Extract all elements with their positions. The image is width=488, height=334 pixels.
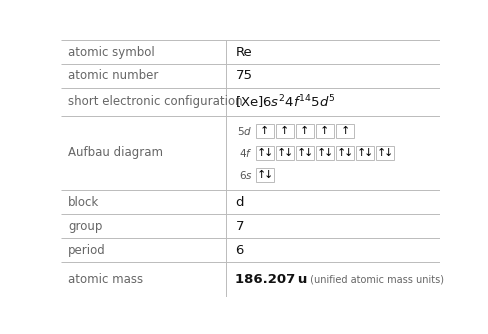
- Text: ↑: ↑: [336, 148, 346, 158]
- Bar: [315, 146, 333, 160]
- Text: ↑: ↑: [260, 126, 269, 136]
- Bar: [255, 146, 273, 160]
- Text: (unified atomic mass units): (unified atomic mass units): [307, 275, 444, 285]
- Text: ↓: ↓: [263, 148, 272, 158]
- Text: group: group: [68, 220, 102, 233]
- Text: 7: 7: [235, 220, 244, 233]
- Text: atomic mass: atomic mass: [68, 273, 143, 286]
- Text: ↑: ↑: [340, 126, 349, 136]
- Text: ↑: ↑: [280, 126, 289, 136]
- Text: $\mathit{4f}$: $\mathit{4f}$: [239, 147, 252, 159]
- Text: ↓: ↓: [363, 148, 372, 158]
- Text: $\mathit{5d}$: $\mathit{5d}$: [237, 125, 252, 137]
- Bar: [275, 125, 293, 138]
- Text: Re: Re: [235, 45, 252, 58]
- Text: ↑: ↑: [300, 126, 309, 136]
- Text: ↑: ↑: [356, 148, 366, 158]
- Bar: [355, 146, 373, 160]
- Bar: [335, 125, 353, 138]
- Text: $\mathregular{[Xe]6}s^{2}\mathregular{4}f^{14}\mathregular{5}d^{5}$: $\mathregular{[Xe]6}s^{2}\mathregular{4}…: [235, 93, 336, 111]
- Text: block: block: [68, 196, 99, 209]
- Text: 75: 75: [235, 69, 252, 82]
- Bar: [255, 125, 273, 138]
- Bar: [255, 168, 273, 182]
- Text: 186.207 u: 186.207 u: [235, 273, 307, 286]
- Text: d: d: [235, 196, 244, 209]
- Text: $\mathit{6s}$: $\mathit{6s}$: [238, 169, 252, 181]
- Text: ↑: ↑: [376, 148, 386, 158]
- Bar: [335, 146, 353, 160]
- Bar: [275, 146, 293, 160]
- Text: ↑: ↑: [256, 148, 265, 158]
- Text: ↓: ↓: [283, 148, 292, 158]
- Text: ↓: ↓: [323, 148, 332, 158]
- Bar: [375, 146, 393, 160]
- Text: atomic number: atomic number: [68, 69, 158, 82]
- Text: short electronic configuration: short electronic configuration: [68, 95, 242, 108]
- Text: ↓: ↓: [303, 148, 312, 158]
- Text: Aufbau diagram: Aufbau diagram: [68, 147, 163, 159]
- Bar: [315, 125, 333, 138]
- Bar: [295, 146, 313, 160]
- Text: atomic symbol: atomic symbol: [68, 45, 154, 58]
- Text: ↑: ↑: [256, 170, 265, 180]
- Text: ↑: ↑: [276, 148, 285, 158]
- Text: ↓: ↓: [263, 170, 272, 180]
- Text: ↑: ↑: [296, 148, 305, 158]
- Text: ↑: ↑: [316, 148, 325, 158]
- Bar: [295, 125, 313, 138]
- Text: ↑: ↑: [320, 126, 329, 136]
- Text: ↓: ↓: [343, 148, 352, 158]
- Text: 6: 6: [235, 243, 244, 257]
- Text: ↓: ↓: [383, 148, 392, 158]
- Text: period: period: [68, 243, 105, 257]
